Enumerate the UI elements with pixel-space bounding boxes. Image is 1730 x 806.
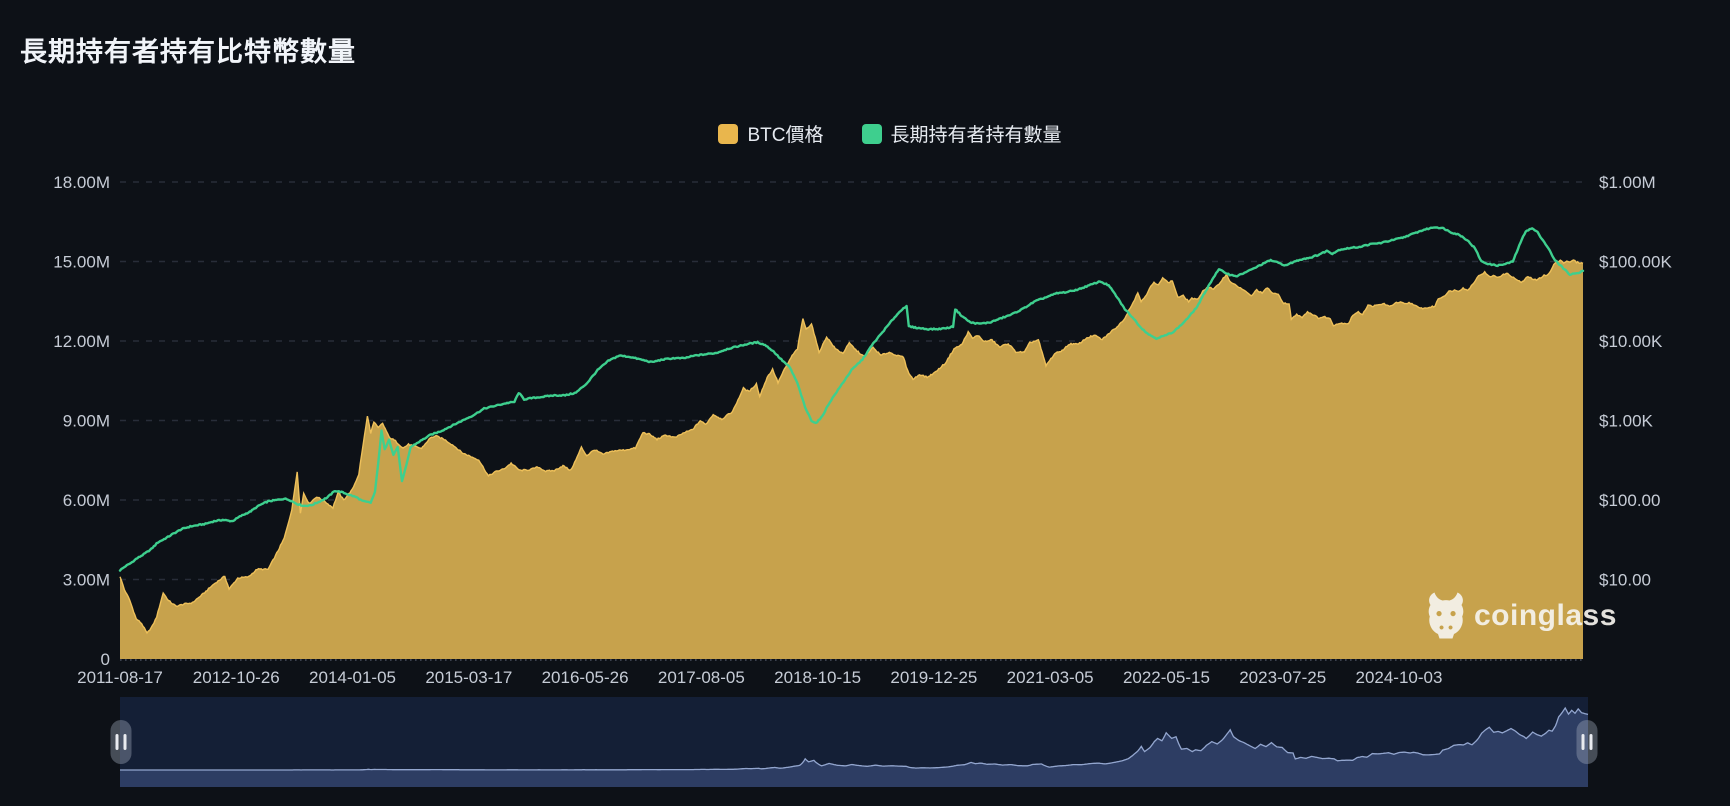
legend-label-btc-price: BTC價格 xyxy=(747,125,824,146)
lth-supply-line-series xyxy=(118,226,1585,572)
svg-text:12.00M: 12.00M xyxy=(53,332,110,351)
svg-text:2019-12-25: 2019-12-25 xyxy=(890,668,977,687)
svg-text:3.00M: 3.00M xyxy=(63,571,110,590)
svg-text:2024-10-03: 2024-10-03 xyxy=(1355,668,1442,687)
legend-item-lth-supply[interactable]: 長期持有者持有數量 xyxy=(861,120,1062,147)
left-axis-labels: 18.00M 15.00M 12.00M 9.00M 6.00M 3.00M 0 xyxy=(53,173,110,669)
right-axis-labels: $1.00M $100.00K $10.00K $1.00K $100.00 $10.00 xyxy=(1599,173,1672,590)
svg-text:$100.00: $100.00 xyxy=(1599,491,1660,510)
svg-text:15.00M: 15.00M xyxy=(53,253,110,272)
legend-item-btc-price[interactable]: BTC價格 xyxy=(718,120,824,147)
svg-text:6.00M: 6.00M xyxy=(63,491,110,510)
btc-price-area-series xyxy=(119,259,1584,659)
svg-text:$100.00K: $100.00K xyxy=(1599,253,1672,272)
x-axis-labels: 2011-08-17 2012-10-26 2014-01-05 2015-03-17… xyxy=(77,668,1442,687)
svg-text:$10.00K: $10.00K xyxy=(1599,332,1663,351)
legend-label-lth-supply: 長期持有者持有數量 xyxy=(890,125,1062,146)
svg-text:2018-10-15: 2018-10-15 xyxy=(774,668,861,687)
legend: BTC價格 長期持有者持有數量 xyxy=(120,120,1660,147)
svg-text:2022-05-15: 2022-05-15 xyxy=(1123,668,1210,687)
svg-text:2014-01-05: 2014-01-05 xyxy=(309,668,396,687)
svg-text:2015-03-17: 2015-03-17 xyxy=(425,668,512,687)
svg-text:2021-03-05: 2021-03-05 xyxy=(1007,668,1094,687)
svg-text:18.00M: 18.00M xyxy=(53,173,110,192)
svg-text:2012-10-26: 2012-10-26 xyxy=(193,668,280,687)
svg-text:$1.00M: $1.00M xyxy=(1599,173,1656,192)
svg-text:2016-05-26: 2016-05-26 xyxy=(542,668,629,687)
svg-text:2023-07-25: 2023-07-25 xyxy=(1239,668,1326,687)
svg-text:9.00M: 9.00M xyxy=(63,412,110,431)
svg-text:2011-08-17: 2011-08-17 xyxy=(77,668,163,687)
svg-text:$10.00: $10.00 xyxy=(1599,571,1651,590)
svg-text:$1.00K: $1.00K xyxy=(1599,412,1654,431)
btc-price-swatch-icon xyxy=(718,123,739,144)
svg-text:0: 0 xyxy=(101,650,110,669)
plot-area-hover-region[interactable] xyxy=(120,150,1583,659)
lth-supply-swatch-icon xyxy=(861,123,882,144)
svg-text:2017-08-05: 2017-08-05 xyxy=(658,668,745,687)
chart-title: 長期持有者持有比特幣數量 xyxy=(20,37,356,67)
